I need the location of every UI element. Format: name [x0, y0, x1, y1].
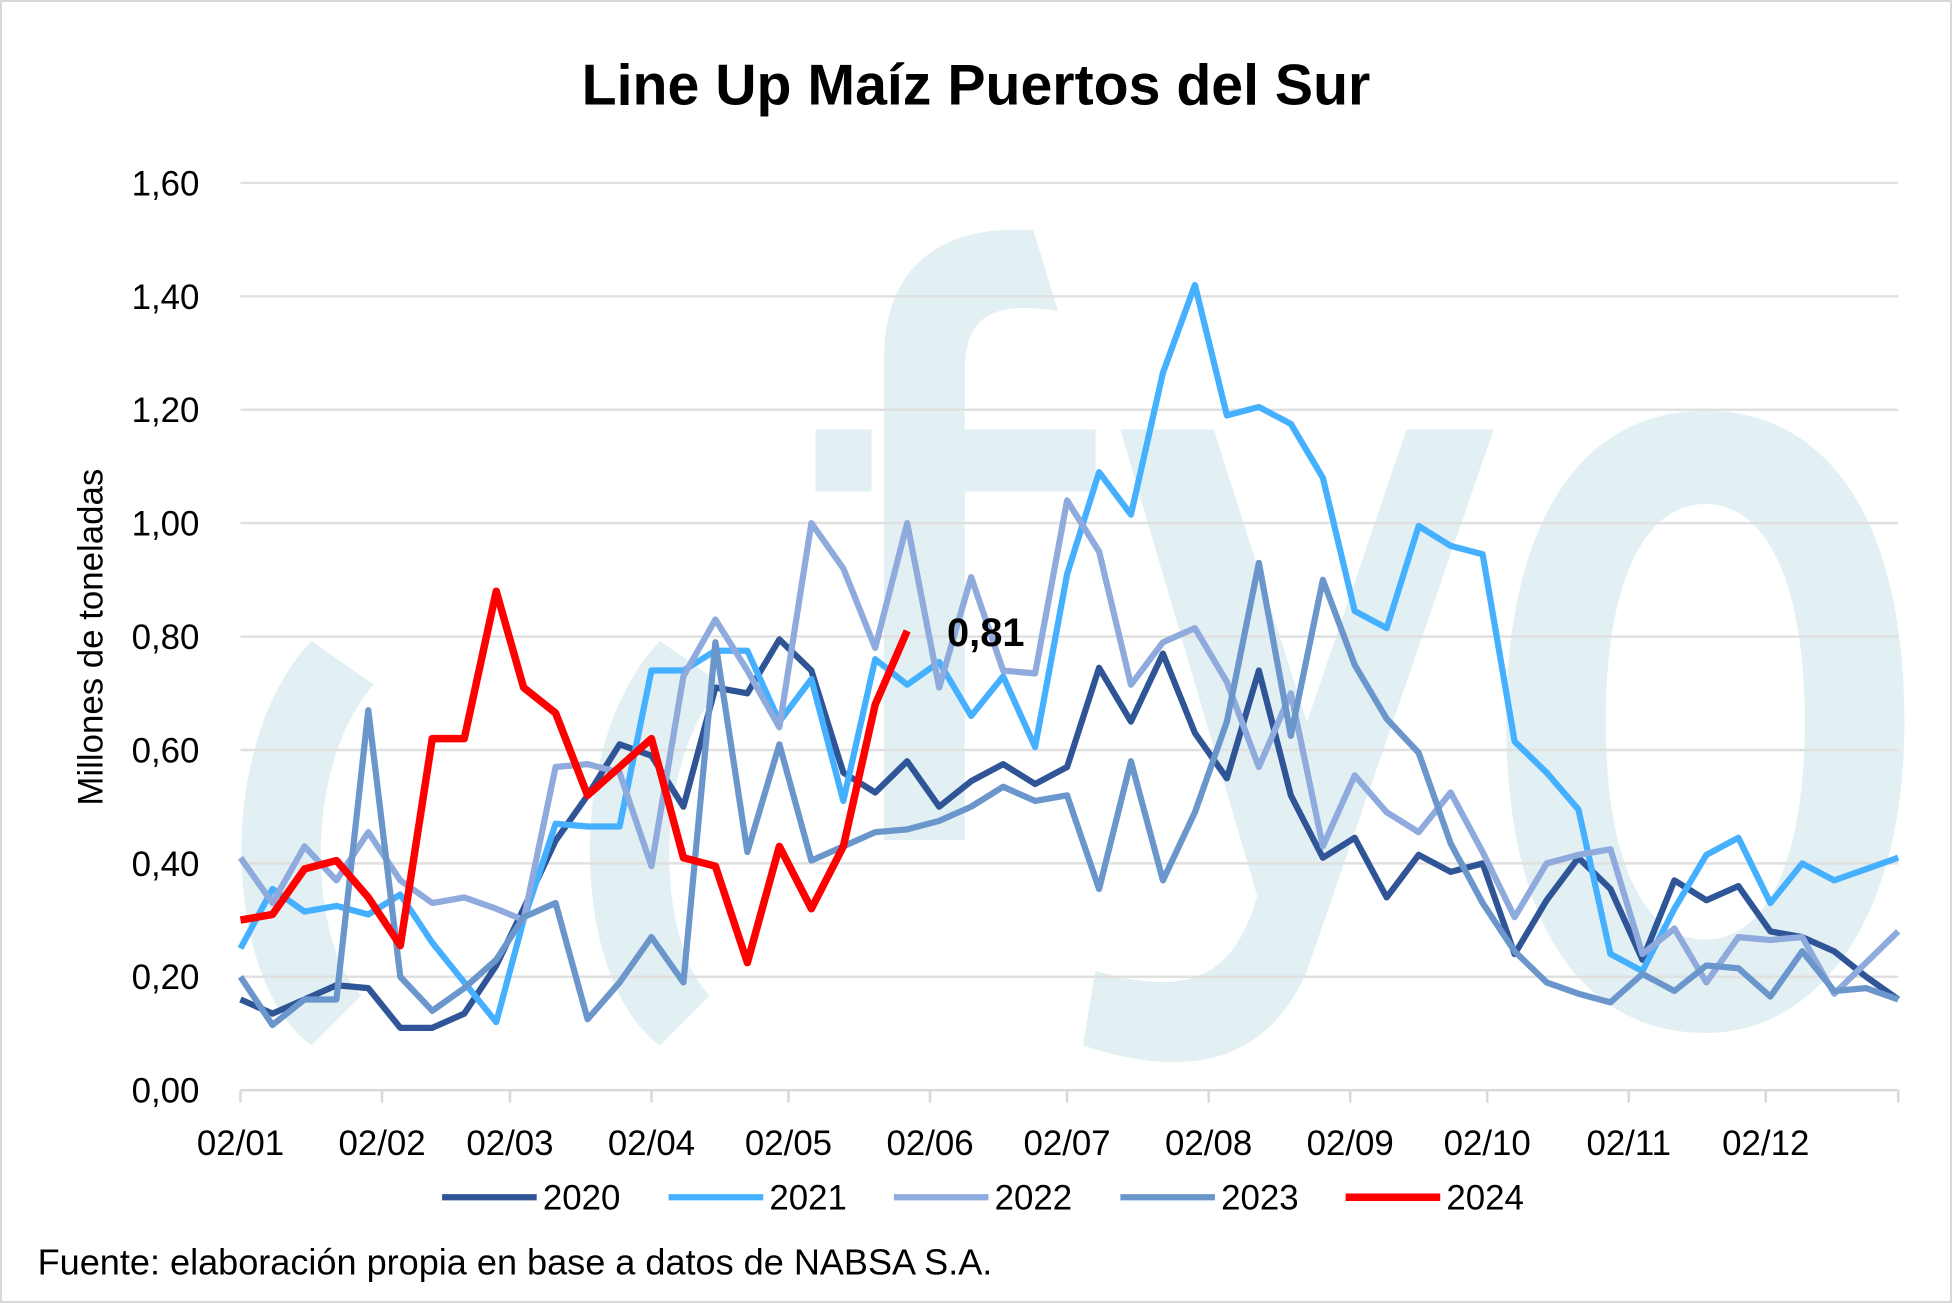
x-tick-label: 02/01	[197, 1124, 284, 1163]
x-tick-label: 02/03	[466, 1124, 553, 1163]
legend-label-2022: 2022	[995, 1179, 1072, 1218]
legend-label-2020: 2020	[543, 1179, 620, 1218]
x-tick-label: 02/08	[1165, 1124, 1252, 1163]
y-tick-label: 0,80	[132, 618, 200, 657]
y-tick-label: 0,00	[132, 1072, 200, 1111]
y-tick-label: 0,60	[132, 731, 200, 770]
y-tick-label: 0,20	[132, 958, 200, 997]
y-tick-label: 1,20	[132, 391, 200, 430]
legend-label-2023: 2023	[1221, 1179, 1298, 1218]
data-label: 0,81	[947, 611, 1025, 655]
x-tick-label: 02/04	[608, 1124, 695, 1163]
source-note: Fuente: elaboración propia en base a dat…	[38, 1241, 993, 1282]
x-tick-label: 02/06	[886, 1124, 973, 1163]
x-tick-label: 02/12	[1722, 1124, 1809, 1163]
series-line-2023	[237, 559, 1900, 1029]
y-axis-label: Millones de toneladas	[71, 469, 110, 806]
x-tick-label: 02/07	[1023, 1124, 1110, 1163]
legend-label-2021: 2021	[769, 1179, 846, 1218]
y-tick-label: 1,40	[132, 278, 200, 317]
x-tick-label: 02/02	[338, 1124, 425, 1163]
watermark-shape	[241, 640, 374, 1046]
y-tick-label: 0,40	[132, 845, 200, 884]
watermark-y	[1083, 429, 1494, 1063]
legend-label-2024: 2024	[1446, 1179, 1523, 1218]
x-tick-label: 02/10	[1444, 1124, 1531, 1163]
y-tick-label: 1,60	[132, 164, 200, 203]
chart-title: Line Up Maíz Puertos del Sur	[582, 54, 1371, 118]
watermark-o	[1506, 410, 1905, 1033]
y-tick-label: 1,00	[132, 505, 200, 544]
watermark-f-bar	[815, 429, 872, 492]
x-tick-label: 02/11	[1586, 1124, 1671, 1163]
watermark-logo	[241, 229, 1905, 1063]
series-line-2022	[237, 497, 1901, 997]
series-line-2024	[239, 587, 911, 967]
series-line-2021	[237, 281, 1900, 1026]
x-tick-label: 02/09	[1307, 1124, 1394, 1163]
x-tick-label: 02/05	[745, 1124, 832, 1163]
